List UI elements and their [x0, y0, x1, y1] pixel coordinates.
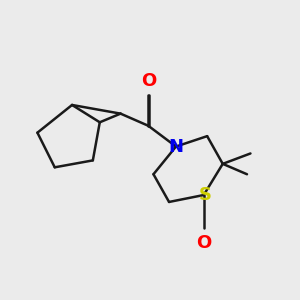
Text: N: N — [169, 137, 184, 155]
Text: S: S — [199, 186, 212, 204]
Text: O: O — [141, 72, 156, 90]
Text: O: O — [196, 234, 211, 252]
